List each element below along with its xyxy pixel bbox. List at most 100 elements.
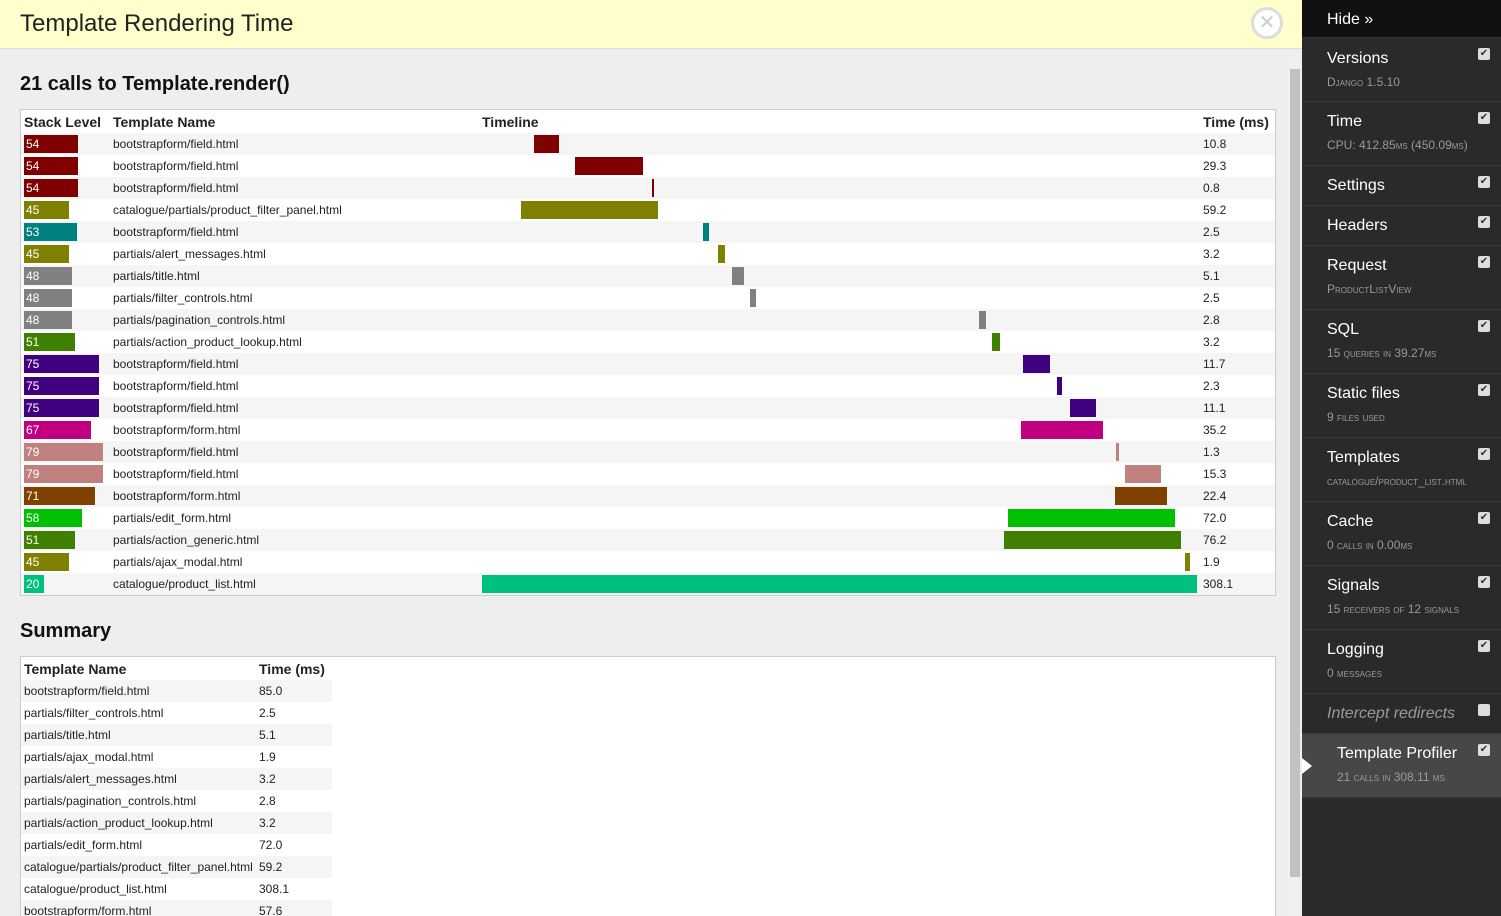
stack-level-bar: 48: [24, 267, 72, 285]
sidebar-item-label: Logging: [1327, 641, 1384, 658]
sidebar-item-subtitle: ProductListView: [1327, 282, 1412, 296]
sidebar-item-label: Settings: [1327, 177, 1385, 194]
checkbox-checked-icon[interactable]: ✔: [1478, 744, 1490, 756]
close-icon[interactable]: ✕: [1251, 7, 1283, 39]
sidebar-item-versions[interactable]: Versions Django 1.5.10 ✔: [1302, 38, 1501, 102]
scrollbar-thumb[interactable]: [1290, 69, 1300, 877]
checkbox-checked-icon[interactable]: ✔: [1478, 576, 1490, 588]
checkbox-checked-icon[interactable]: ✔: [1478, 112, 1490, 124]
template-name-cell: bootstrapform/field.html: [110, 441, 479, 463]
summary-time-cell: 308.1: [259, 882, 290, 896]
sidebar-item-subtitle: 15 queries in 39.27ms: [1327, 346, 1437, 360]
summary-row: partials/ajax_modal.html 1.9: [21, 746, 332, 768]
scrollbar[interactable]: [1288, 57, 1302, 916]
checkbox-checked-icon[interactable]: ✔: [1478, 384, 1490, 396]
sidebar-item-label: SQL: [1327, 321, 1360, 338]
summary-name-cell: bootstrapform/form.html: [21, 900, 256, 916]
summary-time-cell: 2.8: [259, 794, 276, 808]
col-summary-time: Time (ms): [259, 661, 325, 677]
summary-time-cell: 5.1: [256, 724, 332, 746]
checkbox-checked-icon[interactable]: ✔: [1478, 512, 1490, 524]
stack-level-bar: 75: [24, 399, 99, 417]
timeline-cell: [479, 507, 1200, 529]
time-cell: 15.3: [1203, 467, 1227, 481]
panel-content: 21 calls to Template.render() Stack Leve…: [0, 49, 1288, 916]
time-cell: 22.4: [1200, 485, 1275, 507]
sidebar-item-templates[interactable]: Templates catalogue/product_list.html ✔: [1302, 438, 1501, 502]
stack-level-cell: 54: [21, 133, 110, 155]
timeline-bar: [520, 201, 659, 219]
sidebar-item-label: Time: [1327, 113, 1362, 130]
timeline-cell: [479, 155, 1200, 177]
sidebar-item-intercept-redirects[interactable]: Intercept redirects: [1302, 694, 1501, 734]
sidebar-item-label: Versions: [1327, 50, 1389, 67]
timeline-bar: [1023, 355, 1051, 373]
stack-level-bar: 45: [24, 245, 69, 263]
call-row: 58 partials/edit_form.html 72.0: [21, 507, 1275, 529]
time-cell: 0.8: [1200, 177, 1275, 199]
sidebar-item-settings[interactable]: Settings ✔: [1302, 166, 1501, 206]
call-row: 54 bootstrapform/field.html 10.8: [21, 133, 1275, 155]
checkbox-checked-icon[interactable]: ✔: [1478, 640, 1490, 652]
sidebar-item-request[interactable]: Request ProductListView ✔: [1302, 246, 1501, 310]
time-cell: 3.2: [1203, 335, 1220, 349]
checkbox-checked-icon[interactable]: ✔: [1478, 216, 1490, 228]
stack-level-bar: 48: [24, 311, 72, 329]
timeline-cell: [479, 265, 1200, 287]
sidebar-item-sql[interactable]: SQL 15 queries in 39.27ms ✔: [1302, 310, 1501, 374]
time-cell: 2.8: [1200, 309, 1275, 331]
sidebar-item-template-profiler[interactable]: Template Profiler 21 calls in 308.11 ms ✔: [1302, 734, 1501, 798]
checkbox-checked-icon[interactable]: ✔: [1478, 176, 1490, 188]
time-cell: 10.8: [1200, 133, 1275, 155]
stack-level-cell: 53: [21, 221, 110, 243]
sidebar-item-cache[interactable]: Cache 0 calls in 0.00ms ✔: [1302, 502, 1501, 566]
checkbox-checked-icon[interactable]: ✔: [1478, 448, 1490, 460]
checkbox-checked-icon[interactable]: ✔: [1478, 48, 1490, 60]
call-row: 67 bootstrapform/form.html 35.2: [21, 419, 1275, 441]
summary-name-cell: partials/edit_form.html: [24, 838, 143, 852]
time-cell: 72.0: [1203, 511, 1227, 525]
checkbox-checked-icon[interactable]: ✔: [1478, 320, 1490, 332]
sidebar-item-signals[interactable]: Signals 15 receivers of 12 signals ✔: [1302, 566, 1501, 630]
template-name-cell: bootstrapform/field.html: [110, 133, 479, 155]
stack-level-cell: 51: [21, 529, 110, 551]
timeline-bar: [1116, 443, 1120, 461]
sidebar-item-time[interactable]: Time CPU: 412.85ms (450.09ms) ✔: [1302, 102, 1501, 166]
timeline-cell: [479, 331, 1200, 353]
template-name-cell: bootstrapform/form.html: [113, 423, 241, 437]
sidebar-item-label: Static files: [1327, 385, 1400, 402]
stack-level-bar: 58: [24, 509, 82, 527]
hide-toolbar-button[interactable]: Hide »: [1302, 0, 1501, 38]
template-name-cell: catalogue/product_list.html: [110, 573, 479, 595]
summary-heading: Summary: [20, 620, 112, 642]
summary-name-cell: partials/alert_messages.html: [21, 768, 256, 790]
panel-title: Template Rendering Time: [20, 10, 294, 37]
template-name-cell: bootstrapform/field.html: [110, 177, 479, 199]
sidebar-item-logging[interactable]: Logging 0 messages ✔: [1302, 630, 1501, 694]
summary-time-cell: 85.0: [256, 680, 332, 702]
time-cell: 2.5: [1200, 221, 1275, 243]
timeline-cell: [479, 177, 1200, 199]
call-row: 71 bootstrapform/form.html 22.4: [21, 485, 1275, 507]
time-cell: 35.2: [1203, 423, 1227, 437]
call-row: 75 bootstrapform/field.html 11.7: [21, 353, 1275, 375]
call-row: 45 partials/alert_messages.html 3.2: [21, 243, 1275, 265]
template-name-cell: partials/title.html: [110, 265, 479, 287]
time-cell: 11.1: [1200, 397, 1275, 419]
checkbox-checked-icon[interactable]: ✔: [1478, 256, 1490, 268]
time-cell: 59.2: [1203, 203, 1227, 217]
call-row: 45 partials/ajax_modal.html 1.9: [21, 551, 1275, 573]
stack-level-cell: 79: [21, 441, 110, 463]
timeline-cell: [479, 243, 1200, 265]
sidebar-item-headers[interactable]: Headers ✔: [1302, 206, 1501, 246]
stack-level-bar: 20: [24, 575, 44, 593]
summary-time-cell: 3.2: [256, 812, 332, 834]
checkbox-unchecked-icon[interactable]: [1478, 704, 1490, 716]
timeline-cell: [479, 397, 1200, 419]
sidebar-item-static-files[interactable]: Static files 9 files used ✔: [1302, 374, 1501, 438]
summary-name-cell: partials/ajax_modal.html: [24, 750, 154, 764]
stack-level-cell: 54: [21, 177, 110, 199]
timeline-cell: [479, 133, 1200, 155]
template-name-cell: partials/action_generic.html: [110, 529, 479, 551]
template-name-cell: bootstrapform/field.html: [113, 159, 239, 173]
